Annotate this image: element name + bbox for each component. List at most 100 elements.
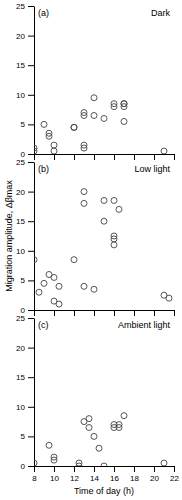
y-tick-mark [28,95,34,96]
x-tick [54,154,55,160]
point [121,104,127,110]
x-tick: 20 [150,466,159,483]
points [34,95,167,154]
point [71,257,77,263]
y-tick: 5 [21,276,34,285]
y-tick-mark [28,6,34,7]
x-tick [174,310,175,316]
y-tick: 10 [16,247,34,256]
point [81,200,87,206]
y-axis-title: Migration amplitude, Δβmax [4,180,14,292]
y-tick-mark [28,124,34,125]
x-tick-mark [174,466,175,472]
point [71,124,77,130]
x-tick: 10 [50,466,59,483]
point [111,104,117,110]
y-tick-mark [28,280,34,281]
x-tick-mark [134,310,135,316]
y-tick-label: 20 [16,32,25,41]
point [51,142,57,148]
x-tick-mark [114,154,115,160]
y-tick-label: 10 [16,403,25,412]
point [86,425,92,431]
y-tick-mark [28,318,34,319]
x-tick-mark [154,310,155,316]
y-tick-mark [28,251,34,252]
x-axis-title: Time of day (h) [74,486,134,496]
y-tick-mark [28,436,34,437]
point [111,236,117,242]
x-tick-mark [134,154,135,160]
x-tick [34,154,35,160]
x-tick [74,154,75,160]
x-tick-mark [54,466,55,472]
x-tick-label: 18 [130,474,139,483]
y-tick-mark [28,348,34,349]
point [116,425,122,431]
y-tick-mark [28,65,34,66]
point [91,95,97,101]
point [161,460,167,466]
y-tick: 5 [21,120,34,129]
x-tick: 14 [90,466,99,483]
point [81,145,87,151]
x-axis-line [35,154,175,155]
y-tick-label: 20 [16,188,25,197]
x-tick: 8 [32,466,37,483]
point [116,206,122,212]
x-tick-mark [154,154,155,160]
x-tick [114,154,115,160]
point [111,197,117,203]
x-tick [134,154,135,160]
y-tick: 5 [21,432,34,441]
point [81,113,87,119]
x-tick-mark [74,154,75,160]
y-axis: 0510152025 [16,314,34,471]
x-tick-mark [54,154,55,160]
y-axis-line [34,163,35,311]
y-tick-label: 10 [16,247,25,256]
chart: 0510152025(a)Dark0510152025(b)Low lightM… [0,0,182,500]
panel-title: Ambient light [118,320,171,330]
x-tick-mark [94,310,95,316]
x-tick-mark [154,466,155,472]
point [91,113,97,119]
point [86,416,92,422]
y-tick-label: 25 [16,314,25,323]
x-tick [114,310,115,316]
point [101,218,107,224]
x-tick-label: 12 [70,474,79,483]
x-tick [134,310,135,316]
x-tick [94,154,95,160]
y-tick-mark [28,407,34,408]
point [81,283,87,289]
x-tick: 12 [70,466,79,483]
x-tick [34,310,35,316]
y-tick-label: 15 [16,217,25,226]
x-tick: 16 [110,466,119,483]
x-tick-mark [74,310,75,316]
point [34,148,37,154]
point [121,413,127,419]
point [121,118,127,124]
point [71,124,77,130]
point [34,460,37,466]
y-tick: 15 [16,61,34,70]
y-tick-label: 10 [16,91,25,100]
x-axis: 810121416182022 [32,466,179,483]
x-tick [94,310,95,316]
point [46,442,52,448]
points [34,413,167,466]
x-tick-label: 14 [90,474,99,483]
point [34,257,37,263]
point [101,197,107,203]
point [91,286,97,292]
y-tick-label: 15 [16,61,25,70]
y-tick-mark [28,154,34,155]
x-tick-mark [34,466,35,472]
y-tick-label: 25 [16,158,25,167]
x-tick-mark [174,154,175,160]
point [81,189,87,195]
point [41,121,47,127]
x-tick: 18 [130,466,139,483]
